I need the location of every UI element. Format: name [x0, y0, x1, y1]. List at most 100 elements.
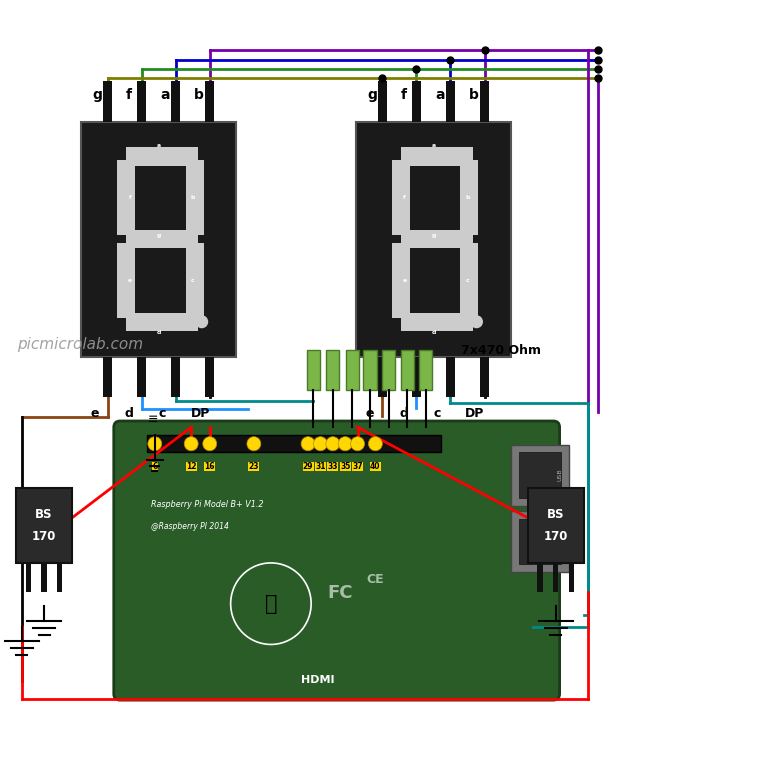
Text: a: a — [160, 88, 170, 102]
Bar — [57, 563, 63, 593]
Text: f: f — [128, 195, 132, 200]
Text: 🍓: 🍓 — [265, 593, 277, 614]
Text: b: b — [190, 195, 195, 200]
Text: a: a — [156, 143, 161, 148]
Text: f: f — [403, 195, 406, 200]
Text: d: d — [431, 330, 436, 336]
Bar — [413, 81, 421, 122]
Text: f: f — [401, 88, 407, 102]
Circle shape — [184, 437, 198, 451]
Text: CE: CE — [367, 573, 384, 586]
Bar — [481, 357, 489, 397]
Text: BS: BS — [36, 508, 53, 521]
Bar — [392, 243, 410, 318]
Bar — [206, 81, 214, 122]
Text: 170: 170 — [543, 530, 568, 543]
Bar — [103, 357, 111, 397]
Circle shape — [203, 437, 217, 451]
Text: HDMI: HDMI — [300, 675, 334, 684]
Bar — [401, 230, 473, 249]
Text: b: b — [465, 195, 470, 200]
Bar — [126, 147, 198, 165]
Text: picmicrolab.com: picmicrolab.com — [17, 337, 143, 352]
Text: g: g — [367, 88, 377, 102]
Text: d: d — [125, 408, 133, 420]
Bar — [461, 243, 478, 318]
Bar — [447, 357, 455, 397]
Bar — [553, 563, 559, 593]
Text: g: g — [92, 88, 102, 102]
Bar — [461, 160, 478, 235]
Text: c: c — [433, 408, 441, 420]
Text: b: b — [194, 88, 204, 102]
Text: BS: BS — [547, 508, 564, 521]
Circle shape — [471, 316, 482, 328]
Text: 37: 37 — [352, 462, 363, 471]
Bar — [401, 147, 473, 165]
Text: d: d — [156, 330, 161, 336]
Bar — [126, 313, 198, 331]
Bar — [378, 81, 387, 122]
Bar — [171, 357, 180, 397]
Text: 35: 35 — [340, 462, 351, 471]
Bar — [392, 160, 410, 235]
Circle shape — [247, 437, 261, 451]
Bar — [16, 488, 72, 563]
FancyBboxPatch shape — [114, 421, 560, 700]
Bar — [420, 350, 433, 390]
Bar — [519, 452, 561, 498]
Bar — [481, 81, 489, 122]
Bar — [378, 357, 387, 397]
Bar — [364, 350, 376, 390]
Circle shape — [313, 437, 327, 451]
Text: @Raspberry PI 2014: @Raspberry PI 2014 — [151, 521, 229, 531]
Circle shape — [326, 437, 340, 451]
Text: 40: 40 — [370, 462, 381, 471]
Text: 29: 29 — [303, 462, 313, 471]
Text: 33: 33 — [327, 462, 338, 471]
Bar — [356, 122, 511, 357]
Text: 6: 6 — [152, 462, 157, 471]
Bar — [26, 563, 31, 593]
Text: e: e — [128, 278, 132, 283]
Text: USB: USB — [557, 468, 562, 481]
Circle shape — [301, 437, 315, 451]
Text: 7x470 Ohm: 7x470 Ohm — [461, 344, 540, 358]
Bar — [413, 357, 421, 397]
Bar — [147, 435, 441, 452]
Text: e: e — [91, 408, 99, 420]
Bar — [138, 81, 146, 122]
Text: c: c — [191, 278, 194, 283]
Circle shape — [338, 437, 352, 451]
Text: Raspberry Pi Model B+ V1.2: Raspberry Pi Model B+ V1.2 — [151, 500, 263, 510]
Bar — [345, 350, 359, 390]
Bar — [206, 357, 214, 397]
Text: f: f — [126, 88, 132, 102]
Bar — [118, 243, 135, 318]
Bar — [511, 511, 569, 572]
Circle shape — [368, 437, 382, 451]
Text: g: g — [431, 233, 436, 238]
Bar — [307, 350, 320, 390]
Bar — [81, 122, 236, 357]
Text: ≡: ≡ — [147, 412, 158, 426]
Bar — [537, 563, 543, 593]
Bar — [171, 81, 180, 122]
Text: 23: 23 — [248, 462, 259, 471]
Text: DP: DP — [190, 408, 210, 420]
Circle shape — [351, 437, 365, 451]
Bar — [186, 243, 204, 318]
Bar — [103, 81, 111, 122]
Text: 12: 12 — [186, 462, 197, 471]
Bar — [528, 488, 584, 563]
Text: 170: 170 — [32, 530, 57, 543]
Text: b: b — [469, 88, 479, 102]
Bar — [447, 81, 455, 122]
Bar — [519, 519, 561, 564]
Bar — [118, 160, 135, 235]
Bar — [382, 350, 395, 390]
Bar — [569, 563, 574, 593]
Bar — [186, 160, 204, 235]
Text: c: c — [159, 408, 166, 420]
Text: e: e — [365, 408, 374, 420]
